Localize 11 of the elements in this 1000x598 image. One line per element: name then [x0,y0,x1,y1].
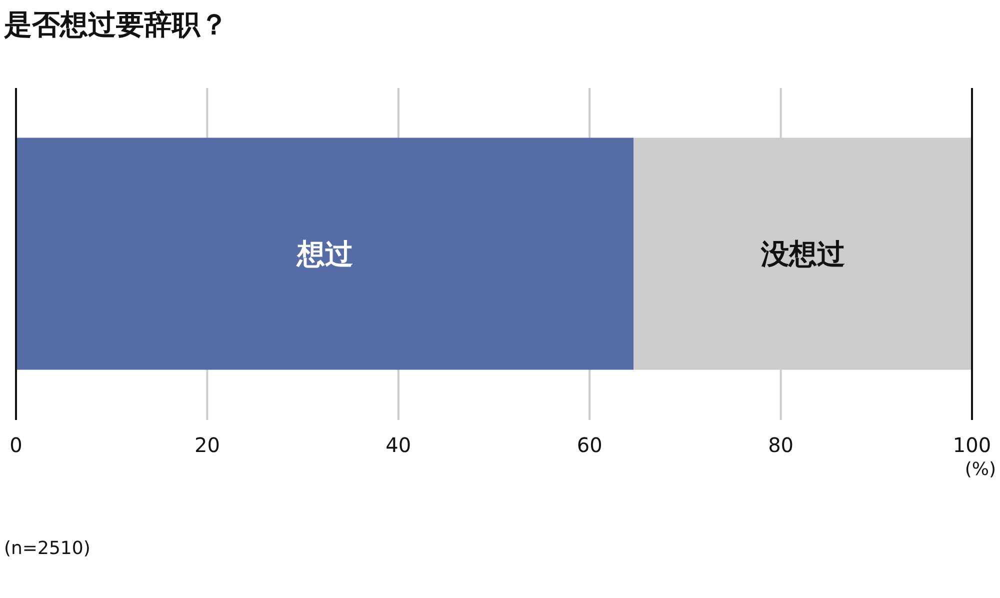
chart-title: 是否想过要辞职？ [4,7,228,43]
x-axis-title: (%) [964,458,996,480]
x-tick-label: 0 [10,433,22,458]
x-tick-label: 60 [576,433,602,458]
x-tick-label: 20 [194,433,220,458]
series-label: 想过 [296,238,353,271]
x-tick-label: 40 [386,433,412,458]
text: (n=2510) [4,538,90,559]
series-label: 没想过 [760,238,845,271]
x-tick-label: 80 [768,433,794,458]
x-tick-label: 100 [952,433,992,458]
